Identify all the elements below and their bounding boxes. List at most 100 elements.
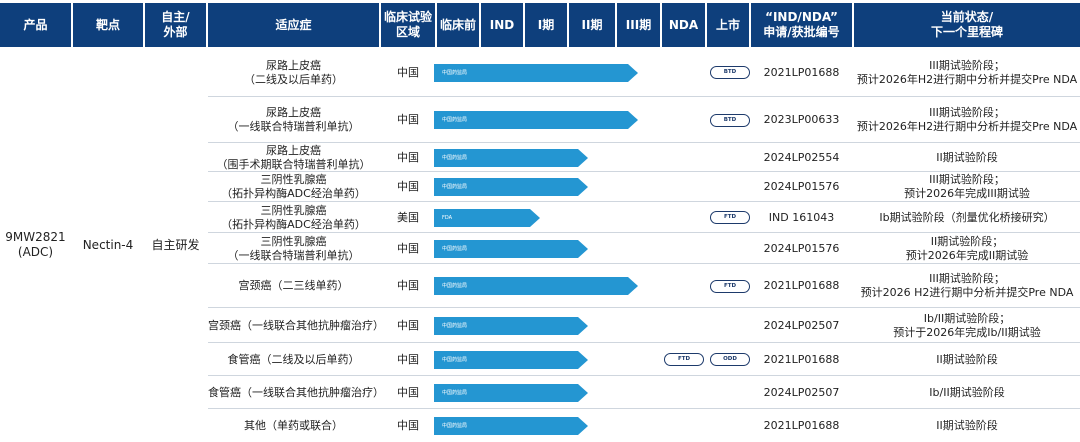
progress-arrow: 中国药监局 (434, 384, 588, 402)
region-cell: 中国 (397, 279, 419, 292)
status-cell: II期试验阶段； 预计2026年完成II期试验 (905, 234, 1029, 262)
table-row: 宫颈癌（一线联合其他抗肿瘤治疗） 中国 2024LP02507 Ib/II期试验阶段；… (0, 308, 1080, 343)
designation-badge: ODD (710, 353, 750, 366)
approval-number-cell: 2024LP02554 (763, 150, 840, 164)
table-row: 三阴性乳腺癌 （一线联合特瑞普利单抗） 中国 2024LP01576 II期试验阶段；… (0, 233, 1080, 264)
product-name: 9MW2821 (ADC) (5, 230, 66, 259)
table-row: 三阴性乳腺癌 （拓扑异构酶ADC经治单药） 中国 2024LP01576 III期试验… (0, 172, 1080, 202)
approval-number-cell: 2024LP02507 (763, 385, 840, 399)
row-divider (208, 142, 1080, 143)
status-cell: II期试验阶段 (936, 150, 998, 164)
progress-arrow: 中国药监局 (434, 417, 588, 435)
header-target: 靶点 (73, 3, 143, 47)
target-name: Nectin-4 (82, 237, 134, 252)
progress-arrow: 中国药监局 (434, 317, 588, 335)
region-cell: 中国 (397, 113, 419, 126)
status-cell: Ib期试验阶段（剂量优化桥接研究） (879, 210, 1055, 224)
row-divider (208, 96, 1080, 97)
designation-badge: BTD (710, 66, 750, 79)
approval-number-cell: 2023LP00633 (763, 113, 840, 126)
region-cell: 中国 (397, 352, 419, 366)
origin-value: 自主研发 (151, 237, 200, 252)
region-cell: 中国 (397, 241, 419, 255)
indication-cell: 三阴性乳腺癌 （一线联合特瑞普利单抗） (227, 234, 360, 262)
status-cell: III期试验阶段； 预计2026年H2进行期中分析并提交Pre NDA (856, 106, 1078, 133)
status-cell: II期试验阶段 (936, 418, 998, 432)
approval-number-cell: 2021LP01688 (763, 65, 840, 79)
designation-badge: BTD (710, 114, 750, 127)
approval-number-cell: 2024LP02507 (763, 318, 840, 332)
progress-arrow: 中国药监局 (434, 64, 638, 82)
indication-cell: 宫颈癌（二三线单药） (238, 279, 349, 292)
header-product: 产品 (0, 3, 71, 47)
region-cell: 中国 (397, 385, 419, 399)
designation-badge: FTD (664, 353, 704, 366)
progress-arrow: FDA (434, 209, 540, 227)
table-row: 尿路上皮癌 （围手术期联合特瑞普利单抗） 中国 2024LP02554 II期试验阶段… (0, 143, 1080, 172)
approval-number-cell: 2024LP01576 (763, 241, 840, 255)
header-phase1: I期 (525, 3, 567, 47)
approval-number-cell: 2021LP01688 (763, 279, 840, 292)
header-indication: 适应症 (208, 3, 379, 47)
progress-arrow: 中国药监局 (434, 351, 588, 369)
status-cell: III期试验阶段； 预计2026年完成III期试验 (904, 173, 1030, 200)
progress-arrow: 中国药监局 (434, 277, 638, 295)
progress-arrow: 中国药监局 (434, 240, 588, 258)
row-divider (208, 232, 1080, 233)
region-cell: 中国 (397, 318, 419, 332)
region-cell: 中国 (397, 180, 419, 193)
progress-arrow: 中国药监局 (434, 178, 588, 196)
table-row: 食管癌（二线及以后单药） 中国 2021LP01688 II期试验阶段 中国药监局 FTD… (0, 343, 1080, 376)
header-status: 当前状态/ 下一个里程碑 (854, 3, 1080, 47)
table-row: 食管癌（一线联合其他抗肿瘤治疗） 中国 2024LP02507 Ib/II期试验阶段 中… (0, 376, 1080, 409)
status-cell: Ib/II期试验阶段 (929, 385, 1005, 399)
table-row: 其他（单药或联合） 中国 2021LP01688 II期试验阶段 中国药监局 (0, 409, 1080, 442)
progress-arrow: 中国药监局 (434, 149, 588, 167)
row-divider (208, 201, 1080, 202)
row-divider (208, 171, 1080, 172)
approval-number-cell: 2021LP01688 (763, 418, 840, 432)
status-cell: III期试验阶段； 预计2026年H2进行期中分析并提交Pre NDA (856, 58, 1078, 86)
header-nda: NDA (662, 3, 705, 47)
table-row: 尿路上皮癌 （一线联合特瑞普利单抗） 中国 2023LP00633 III期试验阶段；… (0, 97, 1080, 143)
approval-number-cell: IND 161043 (768, 210, 835, 224)
indication-cell: 尿路上皮癌 （二线及以后单药） (244, 58, 343, 86)
table-row: 尿路上皮癌 （二线及以后单药） 中国 2021LP01688 III期试验阶段； 预计… (0, 48, 1080, 97)
indication-cell: 食管癌（二线及以后单药） (227, 352, 360, 366)
region-cell: 中国 (397, 418, 419, 432)
approval-number-cell: 2024LP01576 (763, 180, 840, 193)
row-divider (208, 375, 1080, 376)
header-launch: 上市 (707, 3, 749, 47)
indication-cell: 尿路上皮癌 （一线联合特瑞普利单抗） (227, 106, 360, 133)
status-cell: Ib/II期试验阶段； 预计于2026年完成Ib/II期试验 (893, 311, 1041, 339)
row-divider (208, 342, 1080, 343)
status-cell: II期试验阶段 (936, 352, 998, 366)
header-phase2: II期 (569, 3, 615, 47)
indication-cell: 尿路上皮癌 （围手术期联合特瑞普利单抗） (216, 143, 371, 171)
region-cell: 中国 (397, 150, 419, 164)
header-phase3: III期 (617, 3, 660, 47)
table-row: 三阴性乳腺癌 （拓扑异构酶ADC经治单药） 美国 IND 161043 Ib期试验阶段… (0, 202, 1080, 233)
indication-cell: 食管癌（一线联合其他抗肿瘤治疗） (208, 385, 384, 399)
indication-cell: 宫颈癌（一线联合其他抗肿瘤治疗） (208, 318, 384, 332)
indication-cell: 其他（单药或联合） (244, 418, 343, 432)
designation-badge: FTD (710, 280, 750, 293)
row-divider (208, 263, 1080, 264)
designation-badge: FTD (710, 211, 750, 224)
table-row: 宫颈癌（二三线单药） 中国 2021LP01688 III期试验阶段； 预计2026 … (0, 264, 1080, 308)
indication-cell: 三阴性乳腺癌 （拓扑异构酶ADC经治单药） (221, 203, 366, 231)
header-approval-number: “IND/NDA” 申请/获批编号 (751, 3, 852, 47)
approval-number-cell: 2021LP01688 (763, 352, 840, 366)
region-cell: 中国 (397, 65, 419, 79)
indication-cell: 三阴性乳腺癌 （拓扑异构酶ADC经治单药） (221, 173, 366, 200)
header-origin: 自主/ 外部 (145, 3, 206, 47)
header-preclinical: 临床前 (437, 3, 479, 47)
progress-arrow: 中国药监局 (434, 111, 638, 129)
header-region: 临床试验 区域 (381, 3, 435, 47)
status-cell: III期试验阶段； 预计2026 H2进行期中分析并提交Pre NDA (860, 272, 1074, 299)
region-cell: 美国 (397, 210, 419, 224)
header-ind: IND (481, 3, 523, 47)
row-divider (208, 408, 1080, 409)
row-divider (208, 307, 1080, 308)
